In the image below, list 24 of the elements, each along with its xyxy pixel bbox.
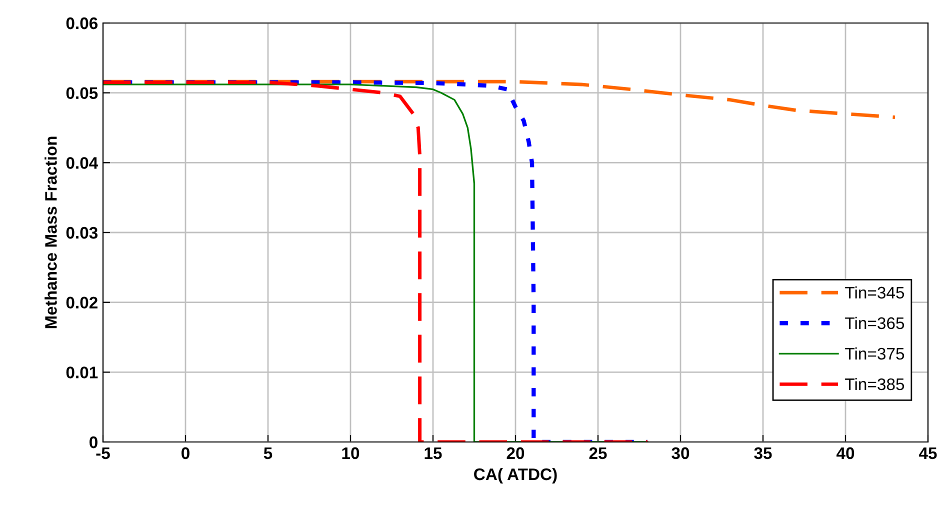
x-tick-label: 40: [836, 447, 854, 460]
x-axis-title: CA( ATDC): [474, 468, 557, 484]
x-tick-label: 25: [589, 447, 607, 460]
x-tick-label: 0: [182, 447, 190, 460]
x-tick-label: 15: [424, 447, 442, 460]
x-tick-label: 30: [672, 447, 690, 460]
x-tick-label: -5: [96, 447, 110, 460]
legend-label: Tin=345: [845, 286, 904, 299]
legend-label: Tin=375: [845, 347, 904, 360]
x-tick-label: 5: [264, 447, 272, 460]
legend-label: Tin=365: [845, 316, 904, 330]
x-tick-label: 20: [506, 447, 524, 460]
y-tick-label: 0.03: [66, 226, 98, 239]
x-tick-label: 10: [342, 447, 360, 460]
x-tick-label: 35: [754, 447, 772, 460]
y-tick-label: 0.06: [66, 17, 98, 30]
y-tick-label: 0.01: [66, 366, 98, 378]
y-tick-label: 0: [90, 436, 98, 448]
x-tick-label: 45: [918, 447, 937, 460]
y-tick-label: 0.05: [66, 87, 98, 100]
y-axis-title: Methance Mass Fraction: [44, 136, 57, 328]
legend-label: Tin=385: [845, 378, 904, 390]
y-tick-label: 0.04: [66, 157, 98, 169]
y-tick-label: 0.02: [66, 296, 98, 309]
